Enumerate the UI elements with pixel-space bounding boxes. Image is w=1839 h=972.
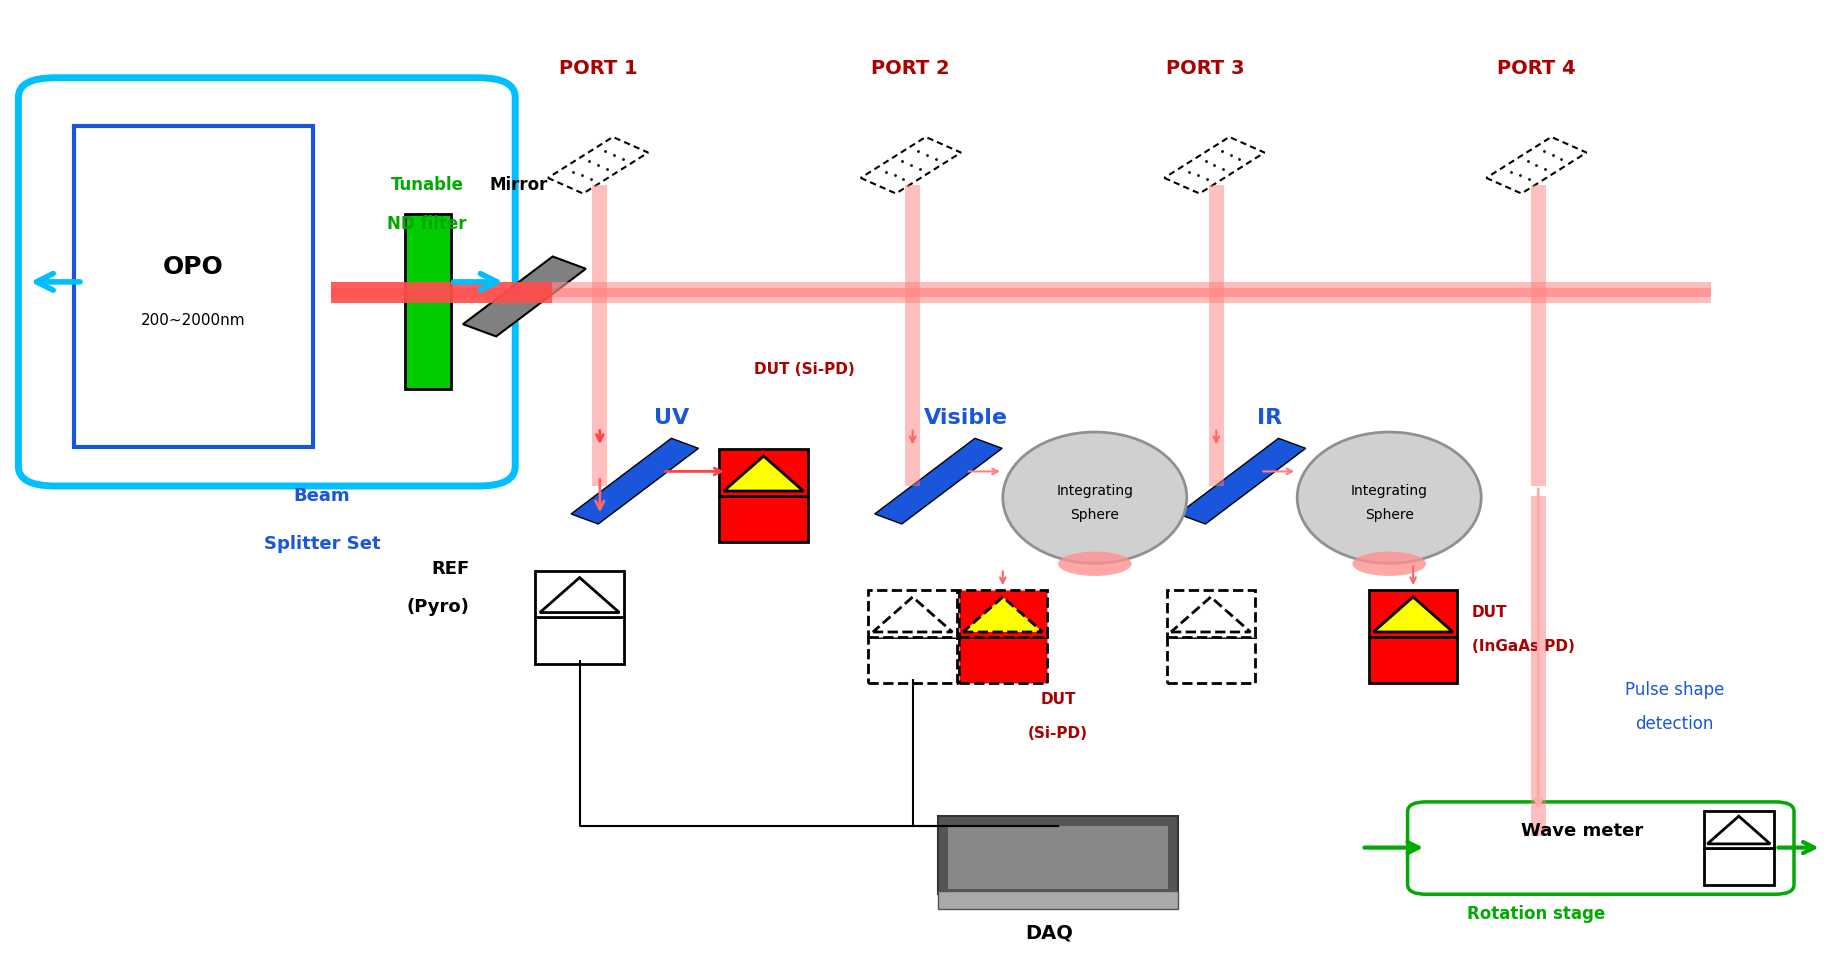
FancyBboxPatch shape: [947, 826, 1168, 889]
FancyBboxPatch shape: [938, 891, 1177, 909]
FancyBboxPatch shape: [719, 496, 807, 542]
Text: (InGaAs PD): (InGaAs PD): [1471, 639, 1574, 654]
Ellipse shape: [1296, 432, 1480, 564]
Ellipse shape: [1057, 552, 1131, 575]
Text: Sphere: Sphere: [1365, 508, 1412, 522]
Text: Rotation stage: Rotation stage: [1466, 905, 1605, 922]
Text: DUT: DUT: [1471, 605, 1506, 620]
Polygon shape: [539, 577, 620, 612]
Text: PORT 3: PORT 3: [1166, 58, 1243, 78]
FancyBboxPatch shape: [958, 590, 1046, 637]
FancyBboxPatch shape: [535, 571, 623, 617]
Polygon shape: [1164, 137, 1263, 193]
Text: Integrating: Integrating: [1350, 484, 1427, 498]
FancyBboxPatch shape: [719, 449, 807, 496]
FancyBboxPatch shape: [535, 617, 623, 664]
Bar: [331, 282, 1710, 303]
FancyBboxPatch shape: [1703, 811, 1773, 848]
Text: PORT 2: PORT 2: [872, 58, 949, 78]
Text: 200~2000nm: 200~2000nm: [142, 313, 245, 329]
FancyBboxPatch shape: [1368, 637, 1456, 683]
Text: UV: UV: [653, 408, 690, 428]
Polygon shape: [962, 597, 1043, 632]
FancyBboxPatch shape: [868, 637, 956, 683]
Text: (Pyro): (Pyro): [406, 599, 469, 616]
FancyBboxPatch shape: [958, 637, 1046, 683]
Polygon shape: [1170, 597, 1251, 632]
FancyBboxPatch shape: [1166, 590, 1254, 637]
Text: Sphere: Sphere: [1070, 508, 1118, 522]
Text: Integrating: Integrating: [1056, 484, 1133, 498]
Bar: [592, 185, 607, 486]
Text: DAQ: DAQ: [1024, 923, 1072, 943]
Text: Splitter Set: Splitter Set: [263, 536, 381, 553]
Text: PORT 1: PORT 1: [559, 58, 636, 78]
Polygon shape: [874, 438, 1002, 524]
Text: Tunable: Tunable: [390, 176, 463, 193]
Text: DUT: DUT: [1039, 692, 1076, 708]
FancyBboxPatch shape: [1703, 848, 1773, 885]
Polygon shape: [1372, 597, 1453, 632]
Bar: [331, 288, 1710, 297]
Polygon shape: [463, 257, 585, 336]
Ellipse shape: [1352, 552, 1425, 575]
Text: Visible: Visible: [923, 408, 1008, 428]
Polygon shape: [723, 456, 804, 491]
Text: (Si-PD): (Si-PD): [1028, 726, 1087, 742]
FancyBboxPatch shape: [1368, 590, 1456, 637]
Text: Mirror: Mirror: [489, 176, 548, 193]
FancyBboxPatch shape: [938, 816, 1177, 894]
Text: IR: IR: [1256, 408, 1282, 428]
FancyBboxPatch shape: [868, 590, 956, 637]
Text: Pulse shape: Pulse shape: [1624, 681, 1723, 699]
Bar: [331, 282, 552, 303]
Bar: [1530, 496, 1545, 836]
Bar: [1208, 185, 1223, 486]
Polygon shape: [548, 137, 647, 193]
Text: Wave meter: Wave meter: [1521, 822, 1642, 840]
Bar: [905, 185, 920, 486]
Polygon shape: [861, 137, 960, 193]
FancyBboxPatch shape: [1407, 802, 1793, 894]
Text: DUT (Si-PD): DUT (Si-PD): [754, 362, 855, 377]
Text: PORT 4: PORT 4: [1497, 58, 1574, 78]
FancyBboxPatch shape: [18, 78, 515, 486]
FancyBboxPatch shape: [74, 126, 313, 447]
Polygon shape: [1177, 438, 1306, 524]
Bar: [1530, 185, 1545, 486]
Bar: [405, 214, 451, 389]
Ellipse shape: [1002, 432, 1186, 564]
Polygon shape: [1707, 816, 1769, 844]
Polygon shape: [1486, 137, 1585, 193]
Text: ND filter: ND filter: [386, 215, 467, 232]
Text: Beam: Beam: [294, 487, 349, 504]
Polygon shape: [872, 597, 953, 632]
Polygon shape: [570, 438, 699, 524]
FancyBboxPatch shape: [1166, 637, 1254, 683]
Text: OPO: OPO: [162, 256, 224, 279]
Text: detection: detection: [1635, 715, 1712, 733]
Text: REF: REF: [430, 560, 469, 577]
